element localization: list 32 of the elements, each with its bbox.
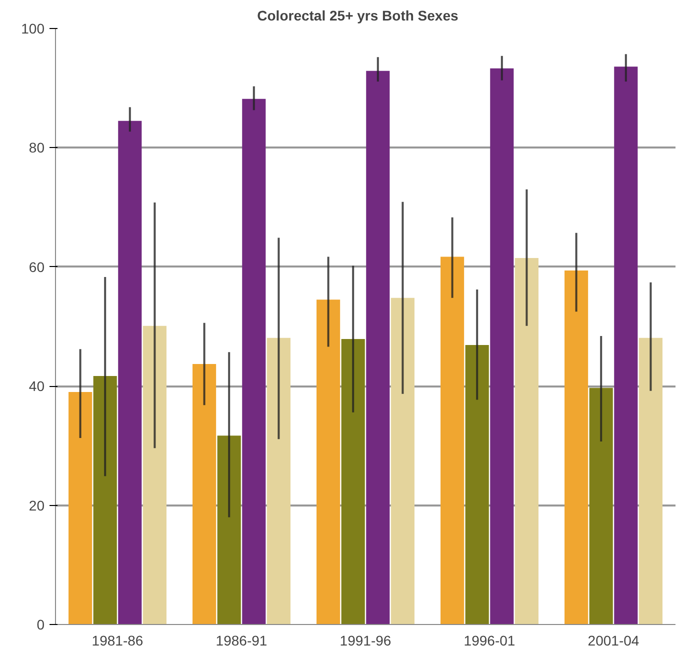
x-tick-label: 1981-86 (92, 632, 144, 648)
x-tick-label: 2001-04 (588, 632, 640, 648)
bar (341, 339, 365, 624)
bar (142, 326, 166, 624)
x-tick-label: 1996-01 (464, 632, 516, 648)
bar (93, 376, 117, 624)
y-tick-label: 20 (28, 497, 45, 514)
bar (217, 436, 241, 624)
y-tick-label: 80 (28, 140, 45, 156)
bar (490, 68, 514, 624)
bar (514, 258, 538, 624)
bar (68, 392, 92, 624)
bar (118, 120, 142, 624)
x-tick-label: 1986-91 (216, 632, 268, 648)
y-tick-label: 60 (28, 258, 45, 275)
bar (614, 66, 638, 624)
y-tick-label: 40 (28, 378, 45, 394)
bar (192, 364, 216, 624)
bar (366, 70, 390, 624)
bar (465, 344, 489, 624)
bar (316, 300, 340, 624)
y-tick-label: 100 (21, 20, 45, 36)
bar (440, 256, 464, 624)
chart-title: Colorectal 25+ yrs Both Sexes (257, 8, 459, 24)
bar (266, 338, 290, 624)
bar (390, 298, 414, 624)
bar (564, 270, 588, 624)
x-tick-label: 1991-96 (340, 632, 392, 648)
bar (638, 338, 662, 624)
bar (589, 388, 613, 624)
bar (242, 98, 266, 624)
y-tick-label: 0 (36, 616, 45, 632)
